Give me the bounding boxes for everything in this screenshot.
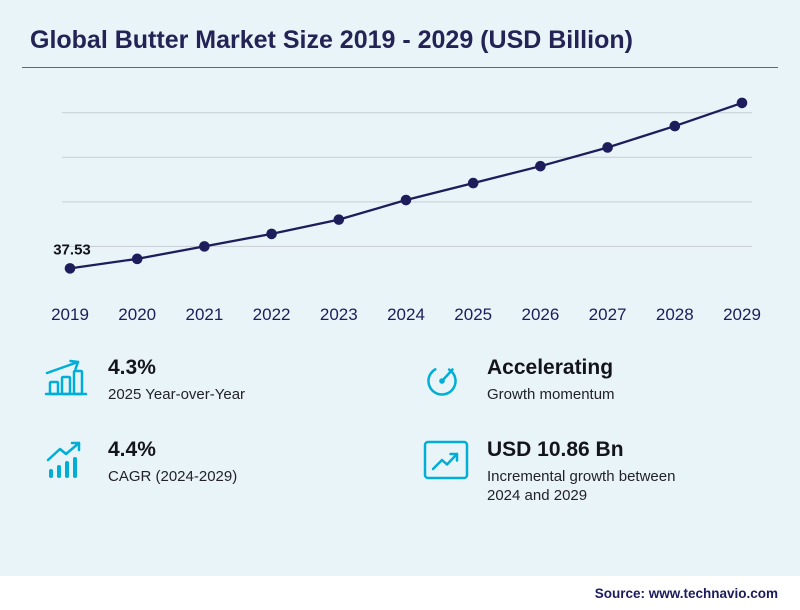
stat-value: 4.4% — [108, 437, 156, 461]
market-size-line-chart: 37.53 2019 2020 2021 2022 2023 2024 2025 2026 202… — [51, 97, 761, 324]
svg-text:2021: 2021 — [185, 305, 223, 324]
svg-text:2028: 2028 — [656, 305, 694, 324]
svg-text:2025: 2025 — [454, 305, 492, 324]
source-credit: Source: www.technavio.com — [594, 585, 778, 601]
svg-text:2020: 2020 — [118, 305, 156, 324]
stat-value: 4.3% — [108, 355, 156, 379]
footer-bar: Source: www.technavio.com — [0, 576, 800, 610]
stat-label: 2025 Year-over-Year — [108, 385, 246, 403]
svg-text:2019: 2019 — [51, 305, 89, 324]
stat-text: 4.4% CAGR (2024-2029) — [108, 438, 237, 486]
svg-text:2024: 2024 — [387, 305, 425, 324]
svg-text:2027: 2027 — [589, 305, 627, 324]
svg-text:37.53: 37.53 — [53, 241, 91, 258]
stat-cagr: 4.4% CAGR (2024-2029) — [44, 438, 397, 505]
stat-momentum: Accelerating Growth momentum — [423, 356, 776, 404]
stat-yoy: 4.3% 2025 Year-over-Year — [44, 356, 397, 404]
growth-bars-icon — [44, 356, 92, 403]
chart-box-icon — [423, 438, 471, 485]
stat-text: Accelerating Growth momentum — [487, 356, 615, 404]
stat-incremental: USD 10.86 Bn Incremental growth between … — [423, 438, 776, 505]
stats-grid: 4.3% 2025 Year-over-Year Accelerating Gr… — [44, 356, 776, 506]
infographic: Global Butter Market Size 2019 - 2029 (U… — [22, 26, 778, 506]
svg-text:2029: 2029 — [723, 305, 761, 324]
speedometer-icon — [423, 356, 471, 403]
svg-text:2022: 2022 — [253, 305, 291, 324]
stat-value: USD 10.86 Bn — [487, 437, 624, 461]
stat-label: Incremental growth between 2024 and 2029 — [487, 467, 676, 504]
stat-label: CAGR (2024-2029) — [108, 467, 238, 485]
trend-arrow-icon — [44, 438, 92, 485]
stat-value: Accelerating — [487, 355, 614, 379]
stat-label: Growth momentum — [487, 385, 615, 403]
page-title: Global Butter Market Size 2019 - 2029 (U… — [30, 26, 633, 54]
svg-text:2023: 2023 — [320, 305, 358, 324]
stat-text: 4.3% 2025 Year-over-Year — [108, 356, 245, 404]
svg-text:2026: 2026 — [521, 305, 559, 324]
stat-text: USD 10.86 Bn Incremental growth between … — [487, 438, 702, 505]
title-divider — [22, 66, 778, 68]
